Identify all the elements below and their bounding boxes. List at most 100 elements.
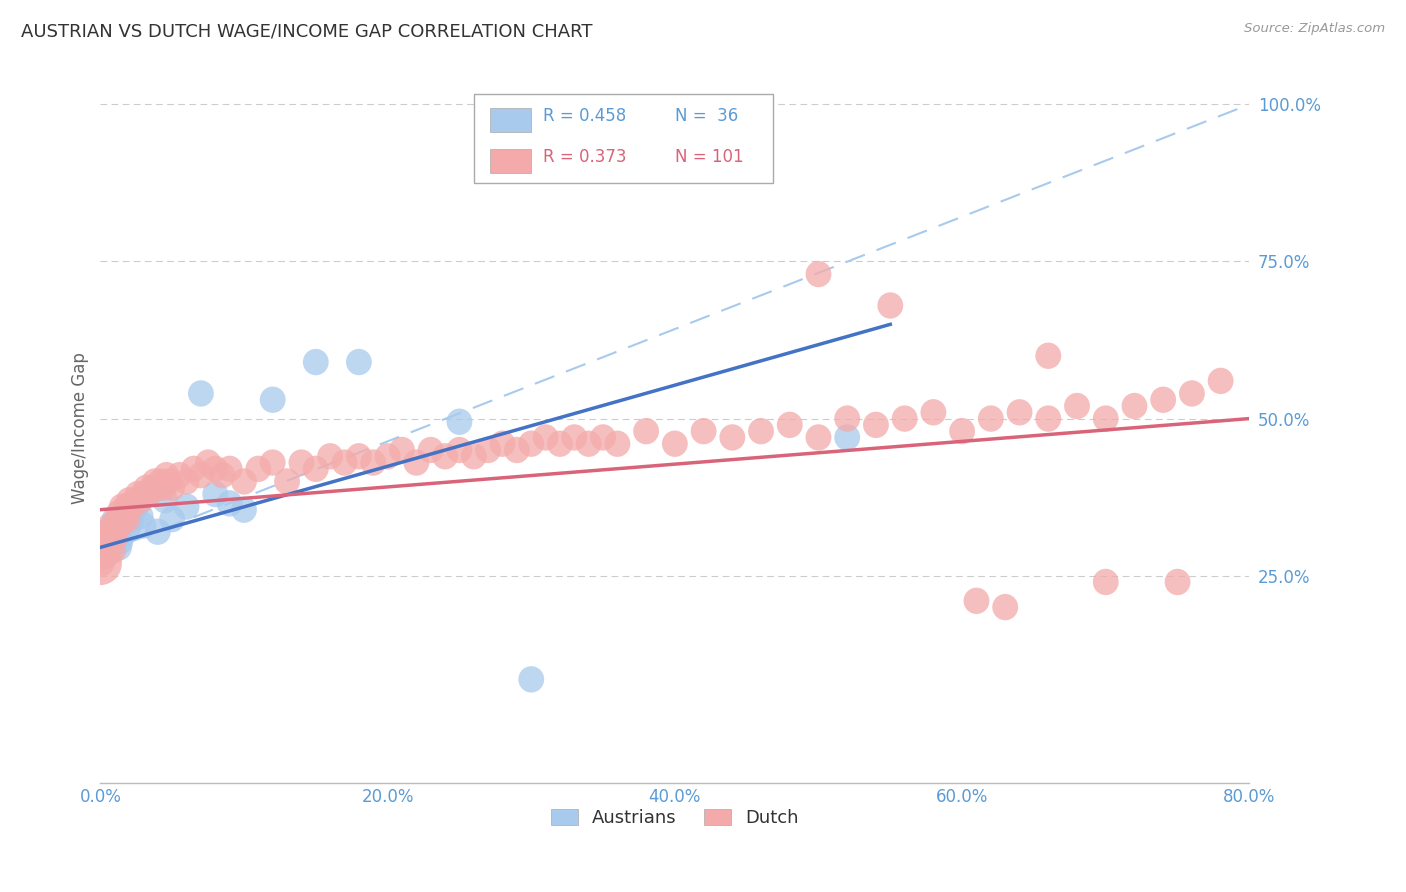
Ellipse shape	[748, 418, 773, 444]
Ellipse shape	[104, 524, 131, 551]
Ellipse shape	[159, 475, 186, 501]
Ellipse shape	[93, 524, 120, 551]
Text: N = 101: N = 101	[675, 148, 744, 167]
Ellipse shape	[114, 503, 139, 529]
Ellipse shape	[101, 524, 128, 551]
Ellipse shape	[152, 487, 179, 514]
Ellipse shape	[834, 425, 860, 450]
Ellipse shape	[96, 531, 122, 558]
Ellipse shape	[231, 468, 257, 495]
Ellipse shape	[111, 506, 136, 533]
Ellipse shape	[139, 475, 165, 501]
Ellipse shape	[112, 500, 138, 526]
Ellipse shape	[720, 425, 745, 450]
Ellipse shape	[91, 534, 118, 560]
Ellipse shape	[260, 386, 285, 413]
Ellipse shape	[475, 437, 501, 463]
Ellipse shape	[993, 594, 1018, 620]
Ellipse shape	[274, 468, 299, 495]
Ellipse shape	[150, 475, 177, 501]
Ellipse shape	[188, 462, 214, 488]
Ellipse shape	[217, 491, 243, 516]
Ellipse shape	[94, 534, 121, 560]
Ellipse shape	[110, 522, 135, 548]
Ellipse shape	[1164, 569, 1191, 595]
Ellipse shape	[209, 462, 235, 488]
Ellipse shape	[181, 456, 207, 482]
Legend: Austrians, Dutch: Austrians, Dutch	[544, 802, 806, 834]
Ellipse shape	[633, 418, 659, 444]
Ellipse shape	[418, 437, 444, 463]
Ellipse shape	[104, 506, 131, 533]
Ellipse shape	[863, 412, 889, 438]
Ellipse shape	[318, 443, 343, 469]
Ellipse shape	[1035, 405, 1062, 432]
Ellipse shape	[97, 524, 124, 551]
Bar	[489, 108, 531, 132]
Ellipse shape	[98, 522, 125, 548]
Ellipse shape	[131, 512, 156, 539]
Ellipse shape	[404, 450, 429, 475]
Ellipse shape	[105, 500, 132, 526]
Ellipse shape	[921, 399, 946, 425]
Ellipse shape	[778, 412, 803, 438]
Ellipse shape	[949, 418, 974, 444]
Ellipse shape	[103, 512, 129, 539]
Ellipse shape	[97, 512, 124, 539]
Ellipse shape	[93, 541, 120, 567]
Ellipse shape	[79, 541, 122, 585]
Ellipse shape	[806, 425, 831, 450]
Ellipse shape	[547, 431, 572, 457]
Ellipse shape	[302, 456, 329, 482]
Ellipse shape	[1180, 380, 1205, 407]
Ellipse shape	[389, 437, 415, 463]
Ellipse shape	[100, 537, 127, 564]
Ellipse shape	[100, 512, 127, 539]
Ellipse shape	[122, 487, 148, 514]
Ellipse shape	[447, 437, 472, 463]
Ellipse shape	[91, 543, 118, 570]
Ellipse shape	[156, 468, 183, 495]
Ellipse shape	[145, 518, 170, 545]
Ellipse shape	[173, 468, 200, 495]
Ellipse shape	[346, 349, 371, 376]
Ellipse shape	[128, 487, 153, 514]
Ellipse shape	[288, 450, 315, 475]
Ellipse shape	[561, 425, 588, 450]
Ellipse shape	[519, 666, 544, 692]
Ellipse shape	[94, 518, 121, 545]
Ellipse shape	[575, 431, 602, 457]
Ellipse shape	[103, 518, 129, 545]
Ellipse shape	[117, 512, 142, 539]
Ellipse shape	[1092, 405, 1119, 432]
Ellipse shape	[360, 450, 387, 475]
Ellipse shape	[202, 481, 228, 508]
Ellipse shape	[153, 462, 180, 488]
Ellipse shape	[128, 503, 153, 529]
Ellipse shape	[605, 431, 630, 457]
Ellipse shape	[591, 425, 616, 450]
Ellipse shape	[90, 531, 117, 558]
Ellipse shape	[1035, 343, 1062, 369]
Ellipse shape	[1208, 368, 1233, 394]
Ellipse shape	[1092, 569, 1119, 595]
Text: R = 0.373: R = 0.373	[543, 148, 626, 167]
Ellipse shape	[374, 443, 401, 469]
Bar	[474, 95, 772, 183]
Ellipse shape	[1150, 386, 1175, 413]
Ellipse shape	[1122, 392, 1147, 419]
Ellipse shape	[979, 405, 1004, 432]
Ellipse shape	[302, 349, 329, 376]
Ellipse shape	[110, 493, 135, 520]
Ellipse shape	[159, 506, 186, 533]
Ellipse shape	[260, 450, 285, 475]
Ellipse shape	[173, 493, 200, 520]
Ellipse shape	[90, 537, 117, 564]
Ellipse shape	[125, 481, 150, 508]
Ellipse shape	[533, 425, 558, 450]
Text: R = 0.458: R = 0.458	[543, 107, 626, 125]
Ellipse shape	[690, 418, 717, 444]
Ellipse shape	[107, 512, 134, 539]
Ellipse shape	[96, 528, 122, 554]
Ellipse shape	[111, 509, 136, 535]
